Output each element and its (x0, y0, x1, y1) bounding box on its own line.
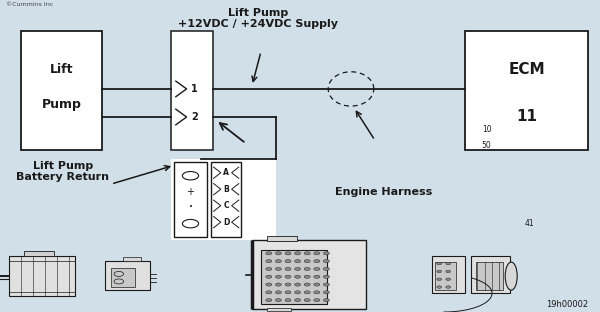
Bar (21, 31, 102, 150)
Circle shape (304, 299, 310, 302)
Circle shape (314, 260, 320, 263)
Circle shape (295, 260, 301, 263)
Text: ECM: ECM (508, 62, 545, 77)
Bar (211, 162, 241, 237)
Circle shape (275, 252, 281, 255)
Circle shape (285, 299, 291, 302)
Circle shape (295, 275, 301, 278)
Text: A: A (223, 168, 229, 177)
Bar (111, 268, 135, 287)
Circle shape (323, 275, 329, 278)
Circle shape (275, 267, 281, 271)
Text: 11: 11 (516, 109, 537, 124)
Bar (471, 256, 510, 293)
Circle shape (304, 267, 310, 271)
Text: Lift Pump
Battery Return: Lift Pump Battery Return (17, 161, 110, 182)
Circle shape (304, 291, 310, 294)
Text: 2: 2 (191, 112, 197, 122)
Circle shape (285, 260, 291, 263)
Circle shape (323, 299, 329, 302)
Circle shape (437, 278, 442, 280)
Circle shape (266, 283, 272, 286)
Circle shape (437, 262, 442, 265)
Circle shape (314, 267, 320, 271)
Circle shape (304, 260, 310, 263)
Circle shape (304, 283, 310, 286)
Text: ©Cummins Inc: ©Cummins Inc (6, 2, 53, 7)
Bar (261, 250, 327, 304)
Bar (435, 262, 456, 290)
Text: Lift: Lift (50, 63, 73, 76)
Circle shape (437, 286, 442, 288)
Text: D: D (223, 218, 230, 227)
Circle shape (314, 299, 320, 302)
Text: 10: 10 (482, 125, 491, 134)
Text: C: C (223, 201, 229, 210)
Circle shape (323, 267, 329, 271)
Ellipse shape (505, 262, 517, 290)
Circle shape (295, 267, 301, 271)
Text: B: B (223, 185, 229, 194)
Circle shape (314, 275, 320, 278)
Text: 41: 41 (525, 219, 535, 227)
Circle shape (285, 267, 291, 271)
Circle shape (285, 252, 291, 255)
Circle shape (323, 291, 329, 294)
Circle shape (295, 291, 301, 294)
Circle shape (275, 275, 281, 278)
Circle shape (314, 283, 320, 286)
Text: 1: 1 (191, 84, 197, 94)
Circle shape (446, 262, 451, 265)
Bar (171, 159, 276, 240)
Bar (24, 251, 54, 256)
Bar (476, 262, 503, 290)
Bar (267, 236, 297, 241)
Text: Engine Harness: Engine Harness (335, 187, 433, 197)
Circle shape (304, 252, 310, 255)
Text: 50: 50 (482, 141, 491, 149)
Bar (267, 308, 291, 311)
Circle shape (266, 275, 272, 278)
Circle shape (266, 291, 272, 294)
Circle shape (446, 270, 451, 273)
Circle shape (266, 299, 272, 302)
Text: Pump: Pump (41, 98, 82, 111)
Text: +: + (187, 187, 194, 197)
Circle shape (323, 260, 329, 263)
Circle shape (285, 275, 291, 278)
Bar (171, 31, 213, 150)
Circle shape (323, 252, 329, 255)
Bar (105, 261, 150, 290)
Circle shape (285, 291, 291, 294)
Circle shape (266, 252, 272, 255)
Bar (123, 257, 141, 261)
Bar (432, 256, 465, 293)
Circle shape (275, 283, 281, 286)
Circle shape (275, 291, 281, 294)
Circle shape (275, 299, 281, 302)
Circle shape (314, 291, 320, 294)
Text: 19h00002: 19h00002 (546, 300, 588, 309)
Text: Lift Pump
+12VDC / +24VDC Supply: Lift Pump +12VDC / +24VDC Supply (178, 8, 338, 29)
Bar (9, 256, 75, 296)
Circle shape (295, 299, 301, 302)
Circle shape (446, 278, 451, 280)
Circle shape (446, 286, 451, 288)
Bar (252, 240, 366, 309)
Bar (465, 31, 588, 150)
Circle shape (304, 275, 310, 278)
Circle shape (314, 252, 320, 255)
Circle shape (437, 270, 442, 273)
Text: •: • (188, 204, 193, 210)
Circle shape (275, 260, 281, 263)
Circle shape (323, 283, 329, 286)
Circle shape (285, 283, 291, 286)
Bar (174, 162, 207, 237)
Circle shape (295, 252, 301, 255)
Circle shape (266, 260, 272, 263)
Circle shape (266, 267, 272, 271)
Circle shape (295, 283, 301, 286)
